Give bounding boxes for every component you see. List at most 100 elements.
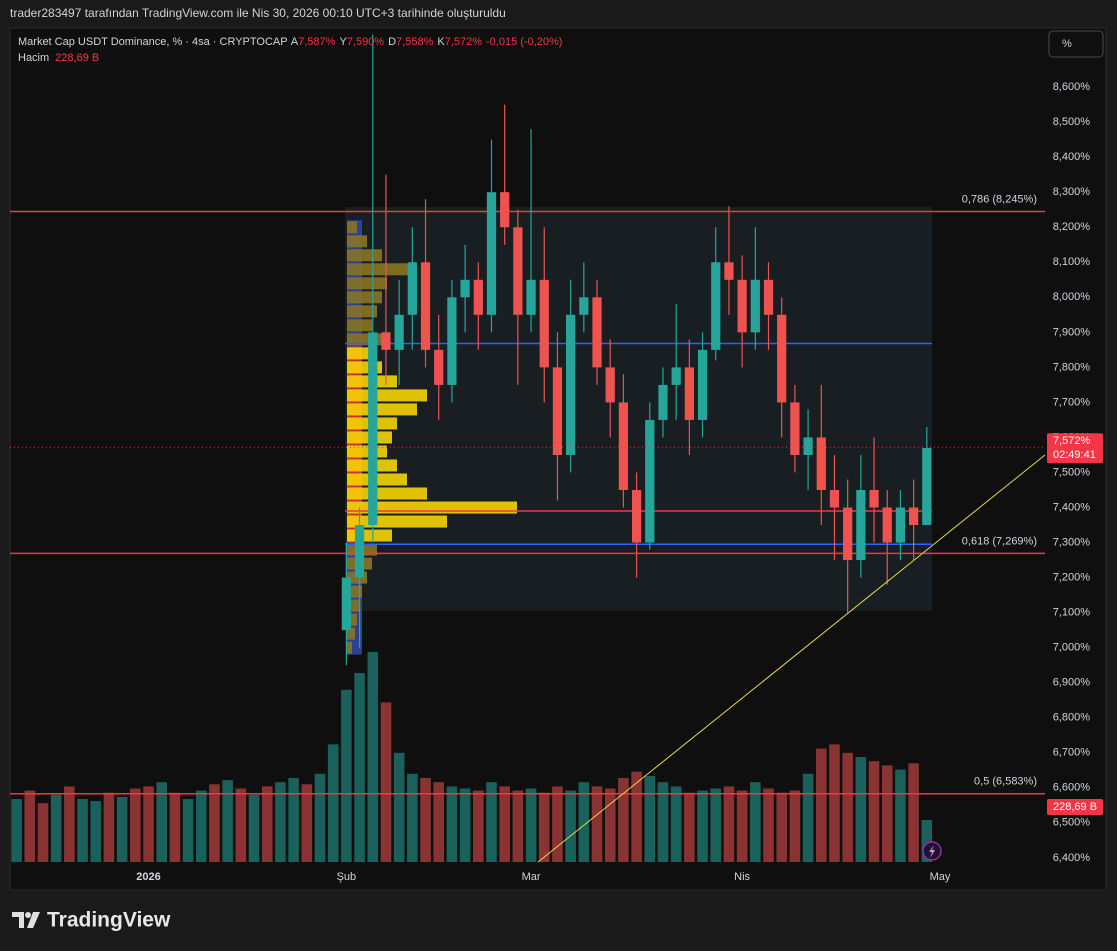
y-tick-label: 8,200% bbox=[1053, 221, 1091, 233]
y-tick-label: 7,400% bbox=[1053, 501, 1091, 513]
legend-value: 7,590% bbox=[347, 36, 385, 48]
legend-value: 7,587% bbox=[298, 36, 336, 48]
legend-title: Market Cap USDT Dominance, % · 4sa · CRY… bbox=[18, 36, 287, 48]
candle-body bbox=[790, 402, 800, 455]
y-tick-label: 8,400% bbox=[1053, 151, 1091, 163]
candle-body bbox=[909, 507, 919, 526]
candle-body bbox=[750, 279, 760, 333]
volume-bar bbox=[130, 788, 141, 862]
volume-bar bbox=[604, 788, 616, 862]
y-tick-label: 6,700% bbox=[1053, 747, 1091, 759]
volume-bar bbox=[446, 786, 458, 862]
candle-body bbox=[473, 279, 483, 315]
volume-bar bbox=[723, 786, 735, 862]
y-tick-label: 7,200% bbox=[1053, 571, 1091, 583]
candle-body bbox=[394, 314, 404, 350]
candle-body bbox=[368, 332, 378, 526]
y-tick-label: 7,500% bbox=[1053, 466, 1091, 478]
candles bbox=[341, 34, 932, 666]
volume-bar bbox=[670, 786, 682, 862]
volume-bar bbox=[710, 788, 722, 862]
candle-body bbox=[552, 367, 563, 455]
volume-bar bbox=[380, 702, 392, 862]
profile-row bbox=[347, 221, 357, 234]
level-label: 0,5 (6,583%) bbox=[974, 776, 1037, 788]
candle-body bbox=[526, 279, 536, 315]
logo-mark bbox=[27, 912, 40, 928]
candle-body bbox=[460, 279, 470, 298]
volume-bar bbox=[143, 786, 154, 862]
volume-bar bbox=[37, 803, 49, 862]
volume-bar bbox=[393, 752, 405, 862]
candle-body bbox=[763, 279, 774, 315]
y-tick-label: 6,900% bbox=[1053, 677, 1091, 689]
candle-body bbox=[434, 349, 444, 385]
candle-body bbox=[697, 349, 708, 420]
scale-button-label[interactable]: % bbox=[1062, 38, 1072, 50]
x-tick-label: Şub bbox=[337, 871, 357, 883]
y-tick-label: 6,400% bbox=[1053, 852, 1091, 864]
volume-bar bbox=[341, 689, 352, 862]
profile-row bbox=[347, 263, 412, 276]
legend-key: D bbox=[388, 36, 396, 48]
volume-box bbox=[1047, 799, 1103, 815]
y-tick-label: 8,500% bbox=[1053, 116, 1091, 128]
volume-bar bbox=[538, 792, 550, 862]
candle-body bbox=[829, 490, 840, 508]
volume-bar bbox=[552, 786, 563, 862]
volume-bar bbox=[816, 748, 827, 862]
legend-key: Y bbox=[339, 36, 347, 48]
y-tick-label: 6,600% bbox=[1053, 782, 1091, 794]
volume-box-label: 228,69 B bbox=[1053, 801, 1097, 813]
volume-bar bbox=[684, 792, 695, 862]
price-box bbox=[1047, 433, 1103, 464]
price-label: 7,572% bbox=[1053, 435, 1091, 447]
y-tick-label: 7,900% bbox=[1053, 326, 1091, 338]
volume-bar bbox=[24, 790, 36, 862]
level-label: 0,786 (8,245%) bbox=[962, 193, 1037, 205]
volume-bar bbox=[90, 801, 102, 862]
y-tick-label: 7,100% bbox=[1053, 607, 1091, 619]
volume-bar bbox=[209, 784, 220, 862]
volume-bar bbox=[50, 794, 62, 862]
profile-row bbox=[347, 403, 417, 416]
candle-body bbox=[843, 507, 853, 561]
volume-name: Hacim bbox=[18, 52, 49, 64]
candle-body bbox=[856, 490, 866, 561]
volume-bar bbox=[261, 786, 273, 862]
volume-bar bbox=[776, 792, 787, 862]
y-tick-label: 8,300% bbox=[1053, 186, 1091, 198]
candle-body bbox=[354, 525, 365, 578]
candle-body bbox=[684, 367, 694, 420]
y-tick-label: 8,100% bbox=[1053, 256, 1091, 268]
candle-body bbox=[420, 262, 431, 350]
profile-row bbox=[347, 319, 372, 332]
y-tick-label: 7,300% bbox=[1053, 536, 1091, 548]
profile-row bbox=[347, 235, 367, 248]
candle-body bbox=[447, 297, 457, 385]
y-tick-label: 7,000% bbox=[1053, 642, 1091, 654]
volume-pane bbox=[11, 652, 933, 862]
volume-bar bbox=[644, 775, 656, 862]
legend-volume: Hacim 228,69 B bbox=[18, 52, 99, 64]
volume-bar bbox=[486, 782, 497, 862]
candle-body bbox=[922, 447, 932, 526]
profile-row bbox=[347, 305, 377, 318]
trendline bbox=[537, 454, 1046, 863]
candle-body bbox=[711, 262, 721, 350]
candle-body bbox=[645, 419, 655, 543]
y-tick-label: 6,800% bbox=[1053, 712, 1091, 724]
volume-bar bbox=[512, 790, 524, 862]
profile-row bbox=[347, 627, 355, 640]
volume-bar bbox=[802, 773, 814, 862]
candle-body bbox=[566, 314, 576, 455]
volume-bar bbox=[855, 757, 867, 862]
legend-change: -0,015 (-0,20%) bbox=[486, 36, 562, 48]
candle-body bbox=[737, 279, 747, 333]
candle-body bbox=[803, 437, 813, 455]
x-tick-label: 2026 bbox=[136, 871, 160, 883]
scale-button[interactable] bbox=[1048, 30, 1104, 58]
volume-bar bbox=[697, 790, 708, 862]
candle-body bbox=[592, 297, 602, 368]
